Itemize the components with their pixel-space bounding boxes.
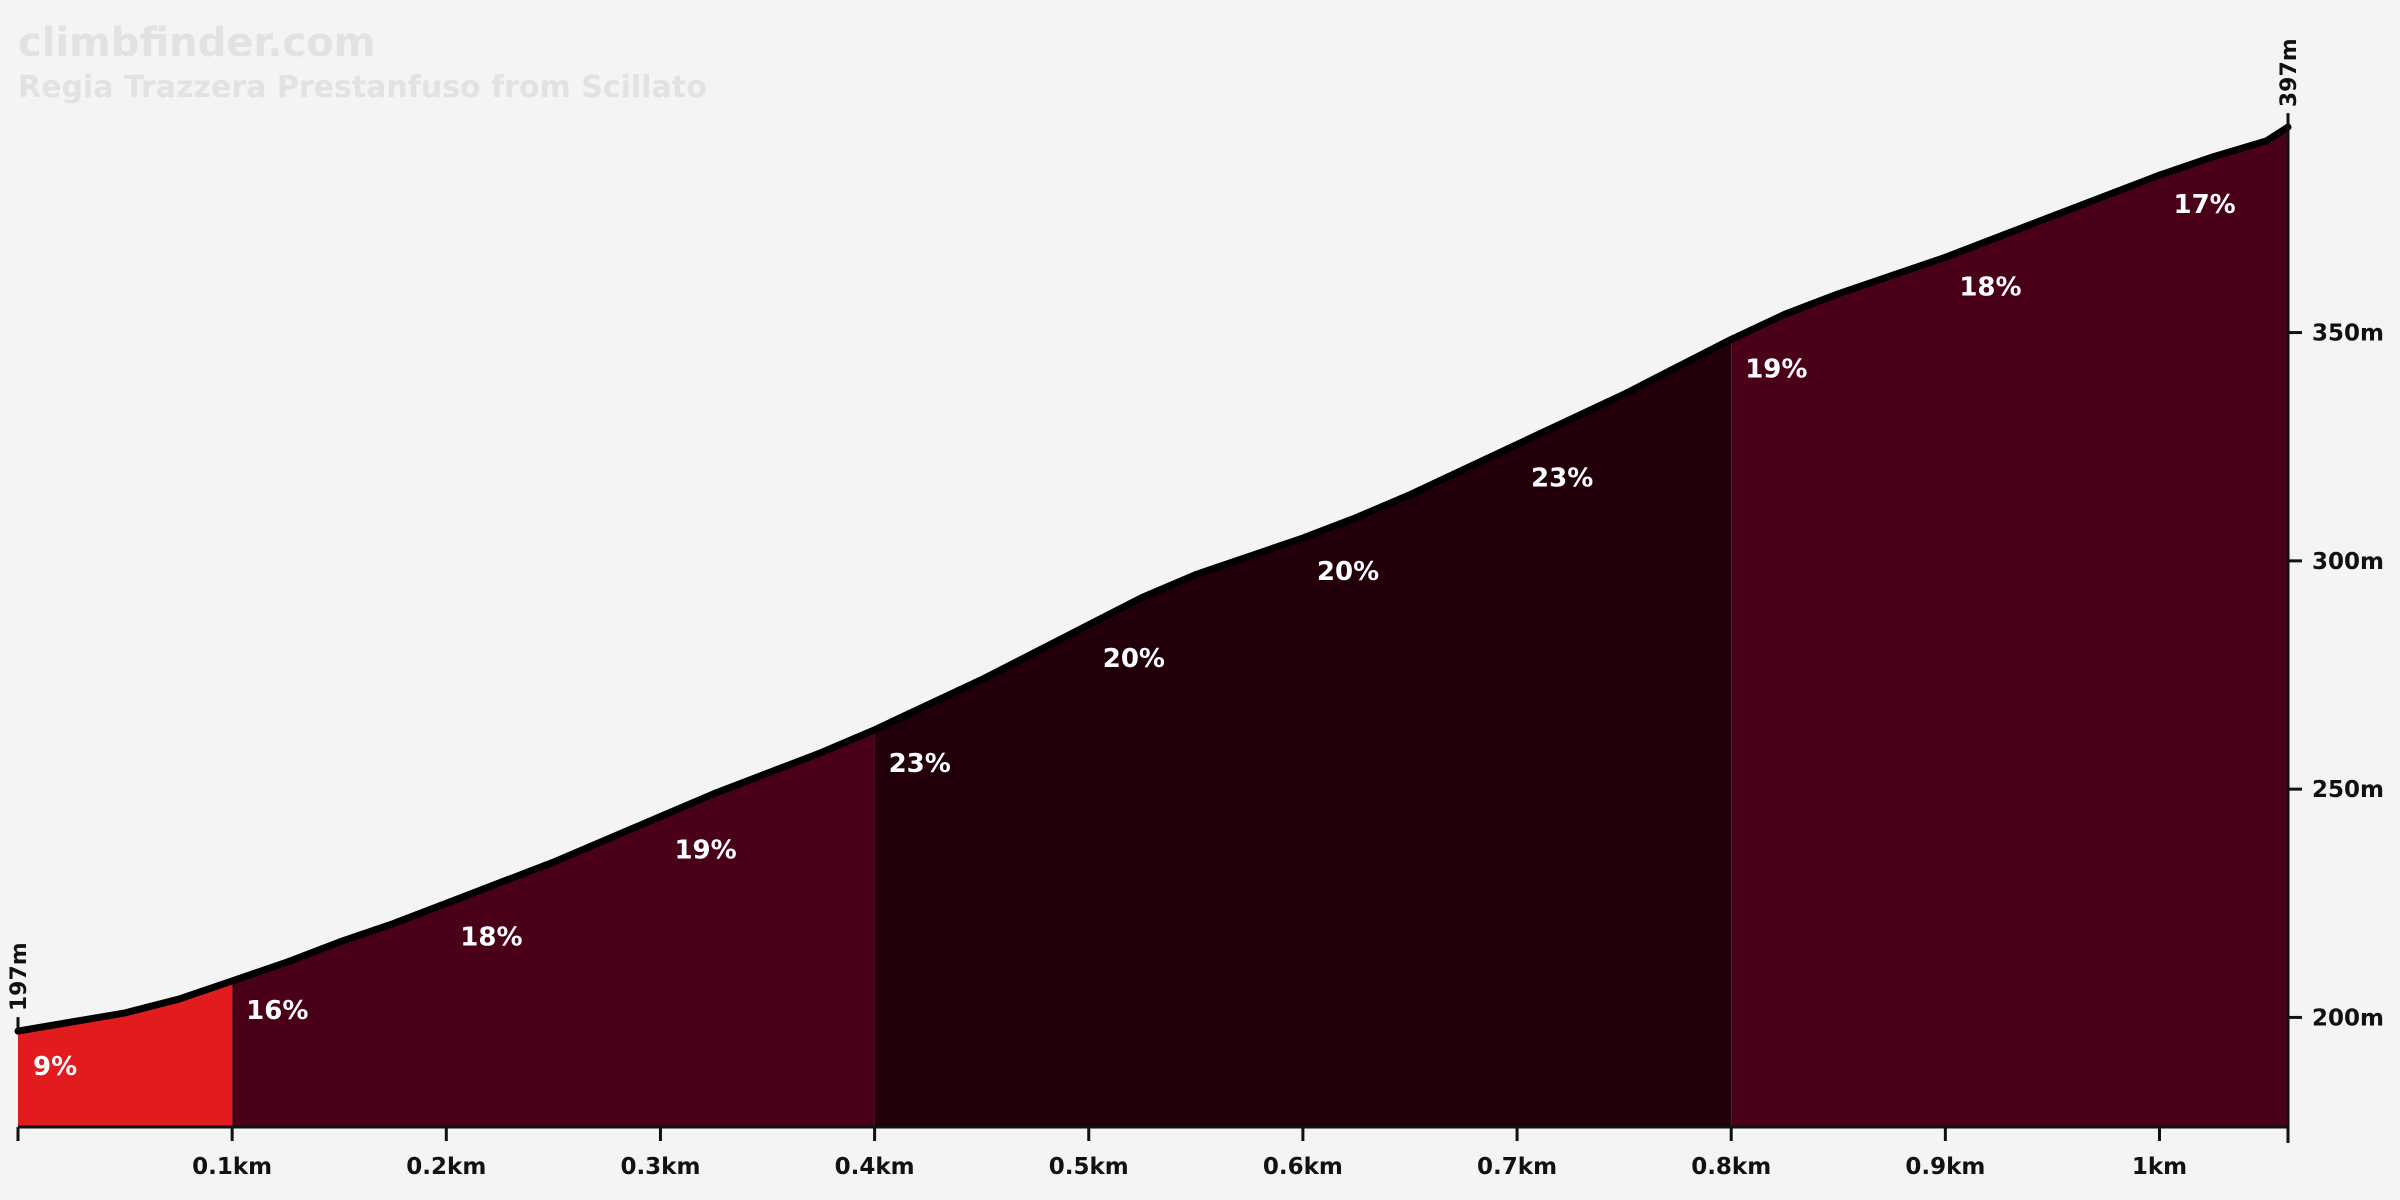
- gradient-segment-2: [232, 729, 875, 1127]
- y-tick-label: 250m: [2312, 777, 2384, 803]
- gradient-segment-4: [1731, 127, 2288, 1128]
- x-tick-label: 0.6km: [1263, 1154, 1343, 1180]
- start-elevation-label: 197m: [7, 942, 32, 1011]
- grade-label: 19%: [674, 836, 736, 866]
- x-tick-label: 0.4km: [835, 1154, 915, 1180]
- x-tick-label: 0.5km: [1049, 1154, 1129, 1180]
- y-tick-label: 300m: [2312, 549, 2384, 575]
- x-tick-label: 0.9km: [1905, 1154, 1985, 1180]
- grade-label: 23%: [889, 749, 951, 779]
- y-tick-label: 200m: [2312, 1005, 2384, 1031]
- x-tick-label: 0.2km: [406, 1154, 486, 1180]
- x-tick-label: 0.1km: [192, 1154, 272, 1180]
- x-tick-label: 0.3km: [620, 1154, 700, 1180]
- grade-label: 16%: [246, 996, 308, 1026]
- axes: 0.1km 0.2km 0.3km 0.4km 0.5km 0.6km 0.7km 0.8km…: [7, 38, 2384, 1180]
- climb-title: Regia Trazzera Prestanfuso from Scillato: [18, 70, 707, 105]
- grade-label: 19%: [1745, 354, 1807, 384]
- grade-label: 9%: [33, 1052, 77, 1082]
- y-tick-label: 350m: [2312, 321, 2384, 347]
- profile-line: [14, 123, 2292, 1035]
- gradient-labels: 16% 18% 19% 23% 20% 20% 23% 19% 18% 17%: [246, 190, 2236, 1026]
- x-tick-label: 0.8km: [1691, 1154, 1771, 1180]
- x-tick-label: 0.7km: [1477, 1154, 1557, 1180]
- gradient-segment-1: [18, 980, 233, 1127]
- site-brand: climbfinder.com: [18, 20, 375, 66]
- grade-label: 20%: [1317, 557, 1379, 587]
- x-tick-label: 1km: [2132, 1154, 2187, 1180]
- grade-label: 18%: [1959, 272, 2021, 302]
- grade-label: 23%: [1531, 463, 1593, 493]
- grade-label: 18%: [460, 922, 522, 952]
- gradient-segment-3: [874, 339, 1732, 1127]
- grade-label: 17%: [2174, 190, 2236, 220]
- gradient-segments: 9%: [18, 127, 2288, 1128]
- profile-line-group: [14, 123, 2292, 1035]
- grade-label: 20%: [1103, 644, 1165, 674]
- end-elevation-label: 397m: [2277, 38, 2302, 107]
